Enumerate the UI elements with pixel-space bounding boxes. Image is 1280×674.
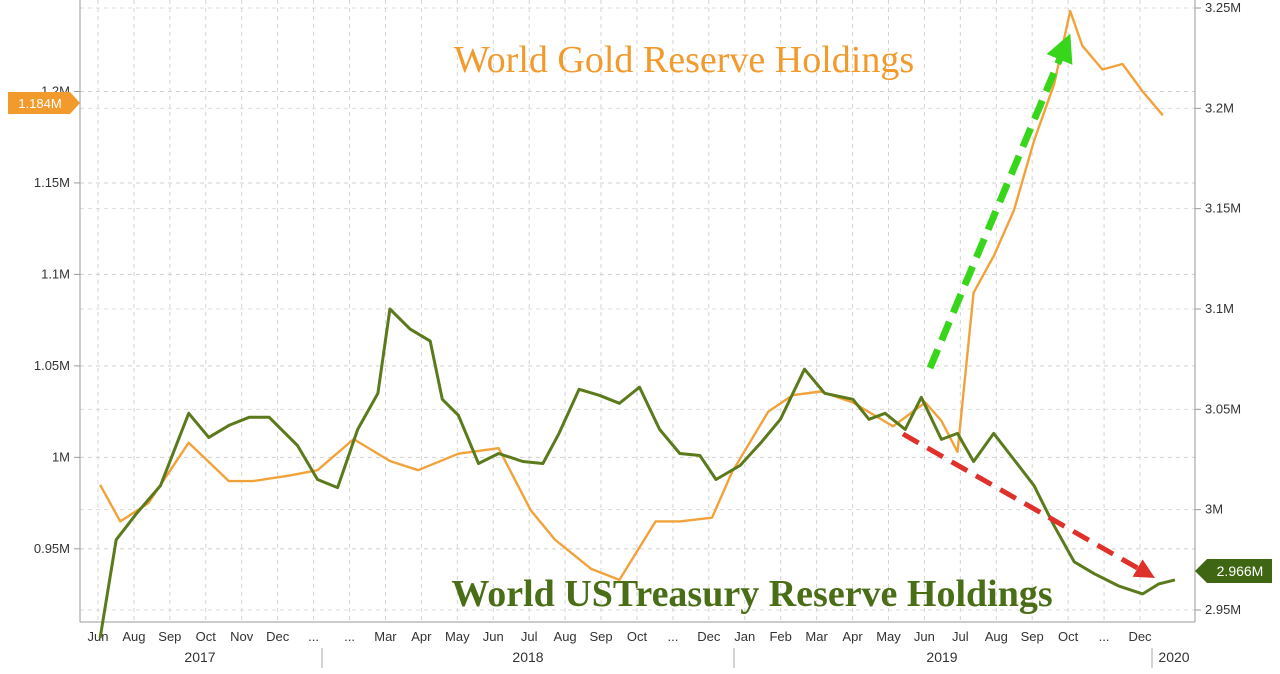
right-badge-label: 2.966M	[1217, 563, 1264, 579]
right-current-value-badge: 2.966M	[1195, 559, 1272, 583]
x-year-label: 2020	[1158, 649, 1189, 665]
right-tick-label: 3.2M	[1205, 100, 1234, 115]
x-month-label: Jul	[952, 629, 969, 644]
x-month-label: ...	[1099, 629, 1110, 644]
x-month-label: Jan	[734, 629, 755, 644]
left-tick-label: 1.05M	[34, 358, 70, 373]
x-month-label: Dec	[266, 629, 290, 644]
x-month-label: Oct	[1058, 629, 1079, 644]
x-month-label: Dec	[697, 629, 721, 644]
right-tick-label: 3.15M	[1205, 201, 1241, 216]
x-month-label: Sep	[1021, 629, 1044, 644]
gridlines	[80, 0, 1195, 622]
x-year-label: 2017	[184, 649, 215, 665]
x-month-label: Jun	[88, 629, 109, 644]
series-line-gold	[99, 9, 1164, 582]
x-year-label: 2019	[926, 649, 957, 665]
right-tick-label: 2.95M	[1205, 602, 1241, 617]
x-month-label: May	[876, 629, 901, 644]
left-current-value-badge: 1.184M	[8, 92, 80, 114]
x-month-label: Oct	[627, 629, 648, 644]
red-trend-arrow	[901, 431, 1155, 578]
x-month-label: ...	[667, 629, 678, 644]
x-month-label: Apr	[411, 629, 432, 644]
x-month-label: Aug	[985, 629, 1008, 644]
x-month-label: Jun	[483, 629, 504, 644]
x-month-label: Jul	[521, 629, 538, 644]
x-month-label: ...	[308, 629, 319, 644]
left-badge-shape	[8, 92, 80, 114]
right-tick-label: 3.25M	[1205, 0, 1241, 15]
left-badge-label: 1.184M	[18, 96, 61, 111]
series-line-treasury	[98, 307, 1176, 639]
right-badge-shape	[1195, 559, 1272, 583]
x-month-label: Mar	[805, 629, 828, 644]
chart-title: World Gold Reserve Holdings	[454, 39, 914, 81]
right-tick-label: 3.05M	[1205, 401, 1241, 416]
x-month-label: Feb	[769, 629, 791, 644]
x-month-label: Oct	[196, 629, 217, 644]
left-tick-label: 1.15M	[34, 175, 70, 190]
left-tick-label: 0.95M	[34, 541, 70, 556]
right-axis-ticks: 3.25M 3.2M 3.15M 3.1M 3.05M 3M 2.95M	[1195, 0, 1241, 617]
x-month-label: ...	[344, 629, 355, 644]
x-month-label: Apr	[842, 629, 863, 644]
x-month-label: Mar	[374, 629, 397, 644]
right-tick-label: 3.1M	[1205, 301, 1234, 316]
x-month-label: May	[445, 629, 470, 644]
x-month-label: Nov	[230, 629, 254, 644]
x-month-label: Dec	[1128, 629, 1152, 644]
plot-area	[80, 0, 1195, 622]
x-month-label: Sep	[158, 629, 181, 644]
right-tick-label: 3M	[1205, 502, 1223, 517]
left-tick-label: 1M	[52, 449, 70, 464]
x-axis-ticks: Jun Aug Sep Oct Nov Dec...... Mar Apr May Jun Jul A…	[88, 629, 1190, 668]
x-month-label: Aug	[554, 629, 577, 644]
x-year-label: 2018	[512, 649, 543, 665]
left-tick-label: 1.1M	[41, 266, 70, 281]
x-month-label: Sep	[589, 629, 612, 644]
x-month-label: Aug	[122, 629, 145, 644]
chart-subtitle: World USTreasury Reserve Holdings	[451, 573, 1052, 615]
x-month-label: Jun	[914, 629, 935, 644]
